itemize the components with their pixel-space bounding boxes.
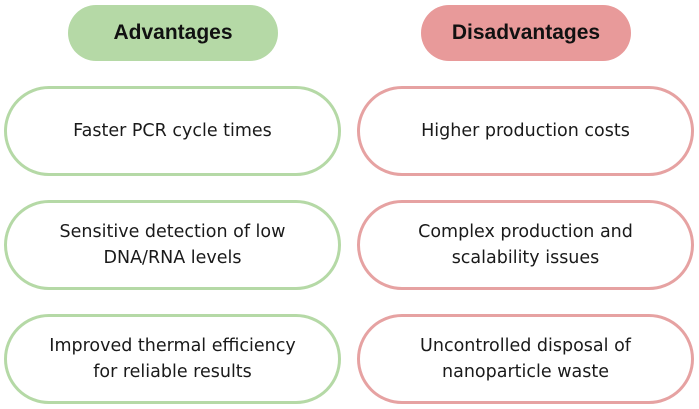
advantage-text-1: Faster PCR cycle times bbox=[73, 121, 272, 141]
advantage-text-3: Improved thermal efficiency for reliable… bbox=[49, 336, 296, 382]
disadvantage-card-1: Higher production costs bbox=[357, 86, 694, 176]
disadvantages-title: Disadvantages bbox=[451, 21, 601, 44]
advantages-header: Advantages bbox=[68, 5, 278, 61]
advantages-title: Advantages bbox=[113, 21, 233, 44]
advantage-text-2: Sensitive detection of low DNA/RNA level… bbox=[59, 222, 286, 268]
disadvantage-text-2: Complex production and scalability issue… bbox=[418, 222, 633, 268]
advantage-card-2: Sensitive detection of low DNA/RNA level… bbox=[4, 200, 341, 290]
disadvantage-card-2: Complex production and scalability issue… bbox=[357, 200, 694, 290]
advantage-card-3: Improved thermal efficiency for reliable… bbox=[4, 314, 341, 404]
disadvantages-header: Disadvantages bbox=[421, 5, 631, 61]
disadvantage-text-1: Higher production costs bbox=[421, 121, 630, 141]
advantage-card-1: Faster PCR cycle times bbox=[4, 86, 341, 176]
disadvantage-text-3: Uncontrolled disposal of nanoparticle wa… bbox=[420, 336, 631, 382]
disadvantage-card-3: Uncontrolled disposal of nanoparticle wa… bbox=[357, 314, 694, 404]
